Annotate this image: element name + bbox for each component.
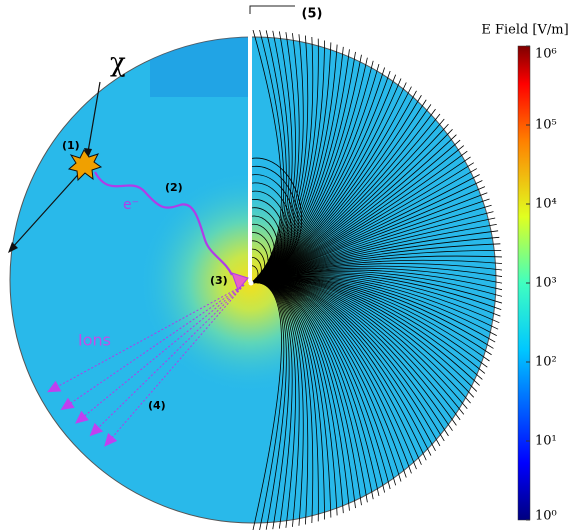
colorbar-tick-label: 10⁵ [535,118,557,133]
callout-label: (5) [302,7,323,22]
step-label: (1) [62,139,80,152]
figure: (5) χ (1) (2) e⁻ (3) Ions (4) E Field [V… [0,0,577,532]
colorbar-title: E Field [V/m] [481,23,568,38]
step-label: (2) [165,181,183,194]
colorbar-tick-label: 10⁴ [535,197,557,212]
ions-label: Ions [78,331,111,350]
step-label: (3) [210,274,228,287]
colorbar-tick-label: 10² [535,355,557,370]
anode [249,281,254,286]
electron-label: e⁻ [123,197,139,213]
colorbar-tick-label: 10⁶ [535,47,557,62]
step-label: (4) [148,399,166,412]
colorbar-tick-label: 10¹ [535,434,557,449]
colorbar-tick-label: 10³ [535,276,557,291]
particle-label: χ [110,48,126,78]
field-shade [150,37,252,97]
callout-line [250,6,295,14]
colorbar-axis: 10⁰ 10¹ 10² 10³ 10⁴ 10⁵ 10⁶ [526,46,557,524]
colorbar-tick-label: 10⁰ [535,509,557,524]
